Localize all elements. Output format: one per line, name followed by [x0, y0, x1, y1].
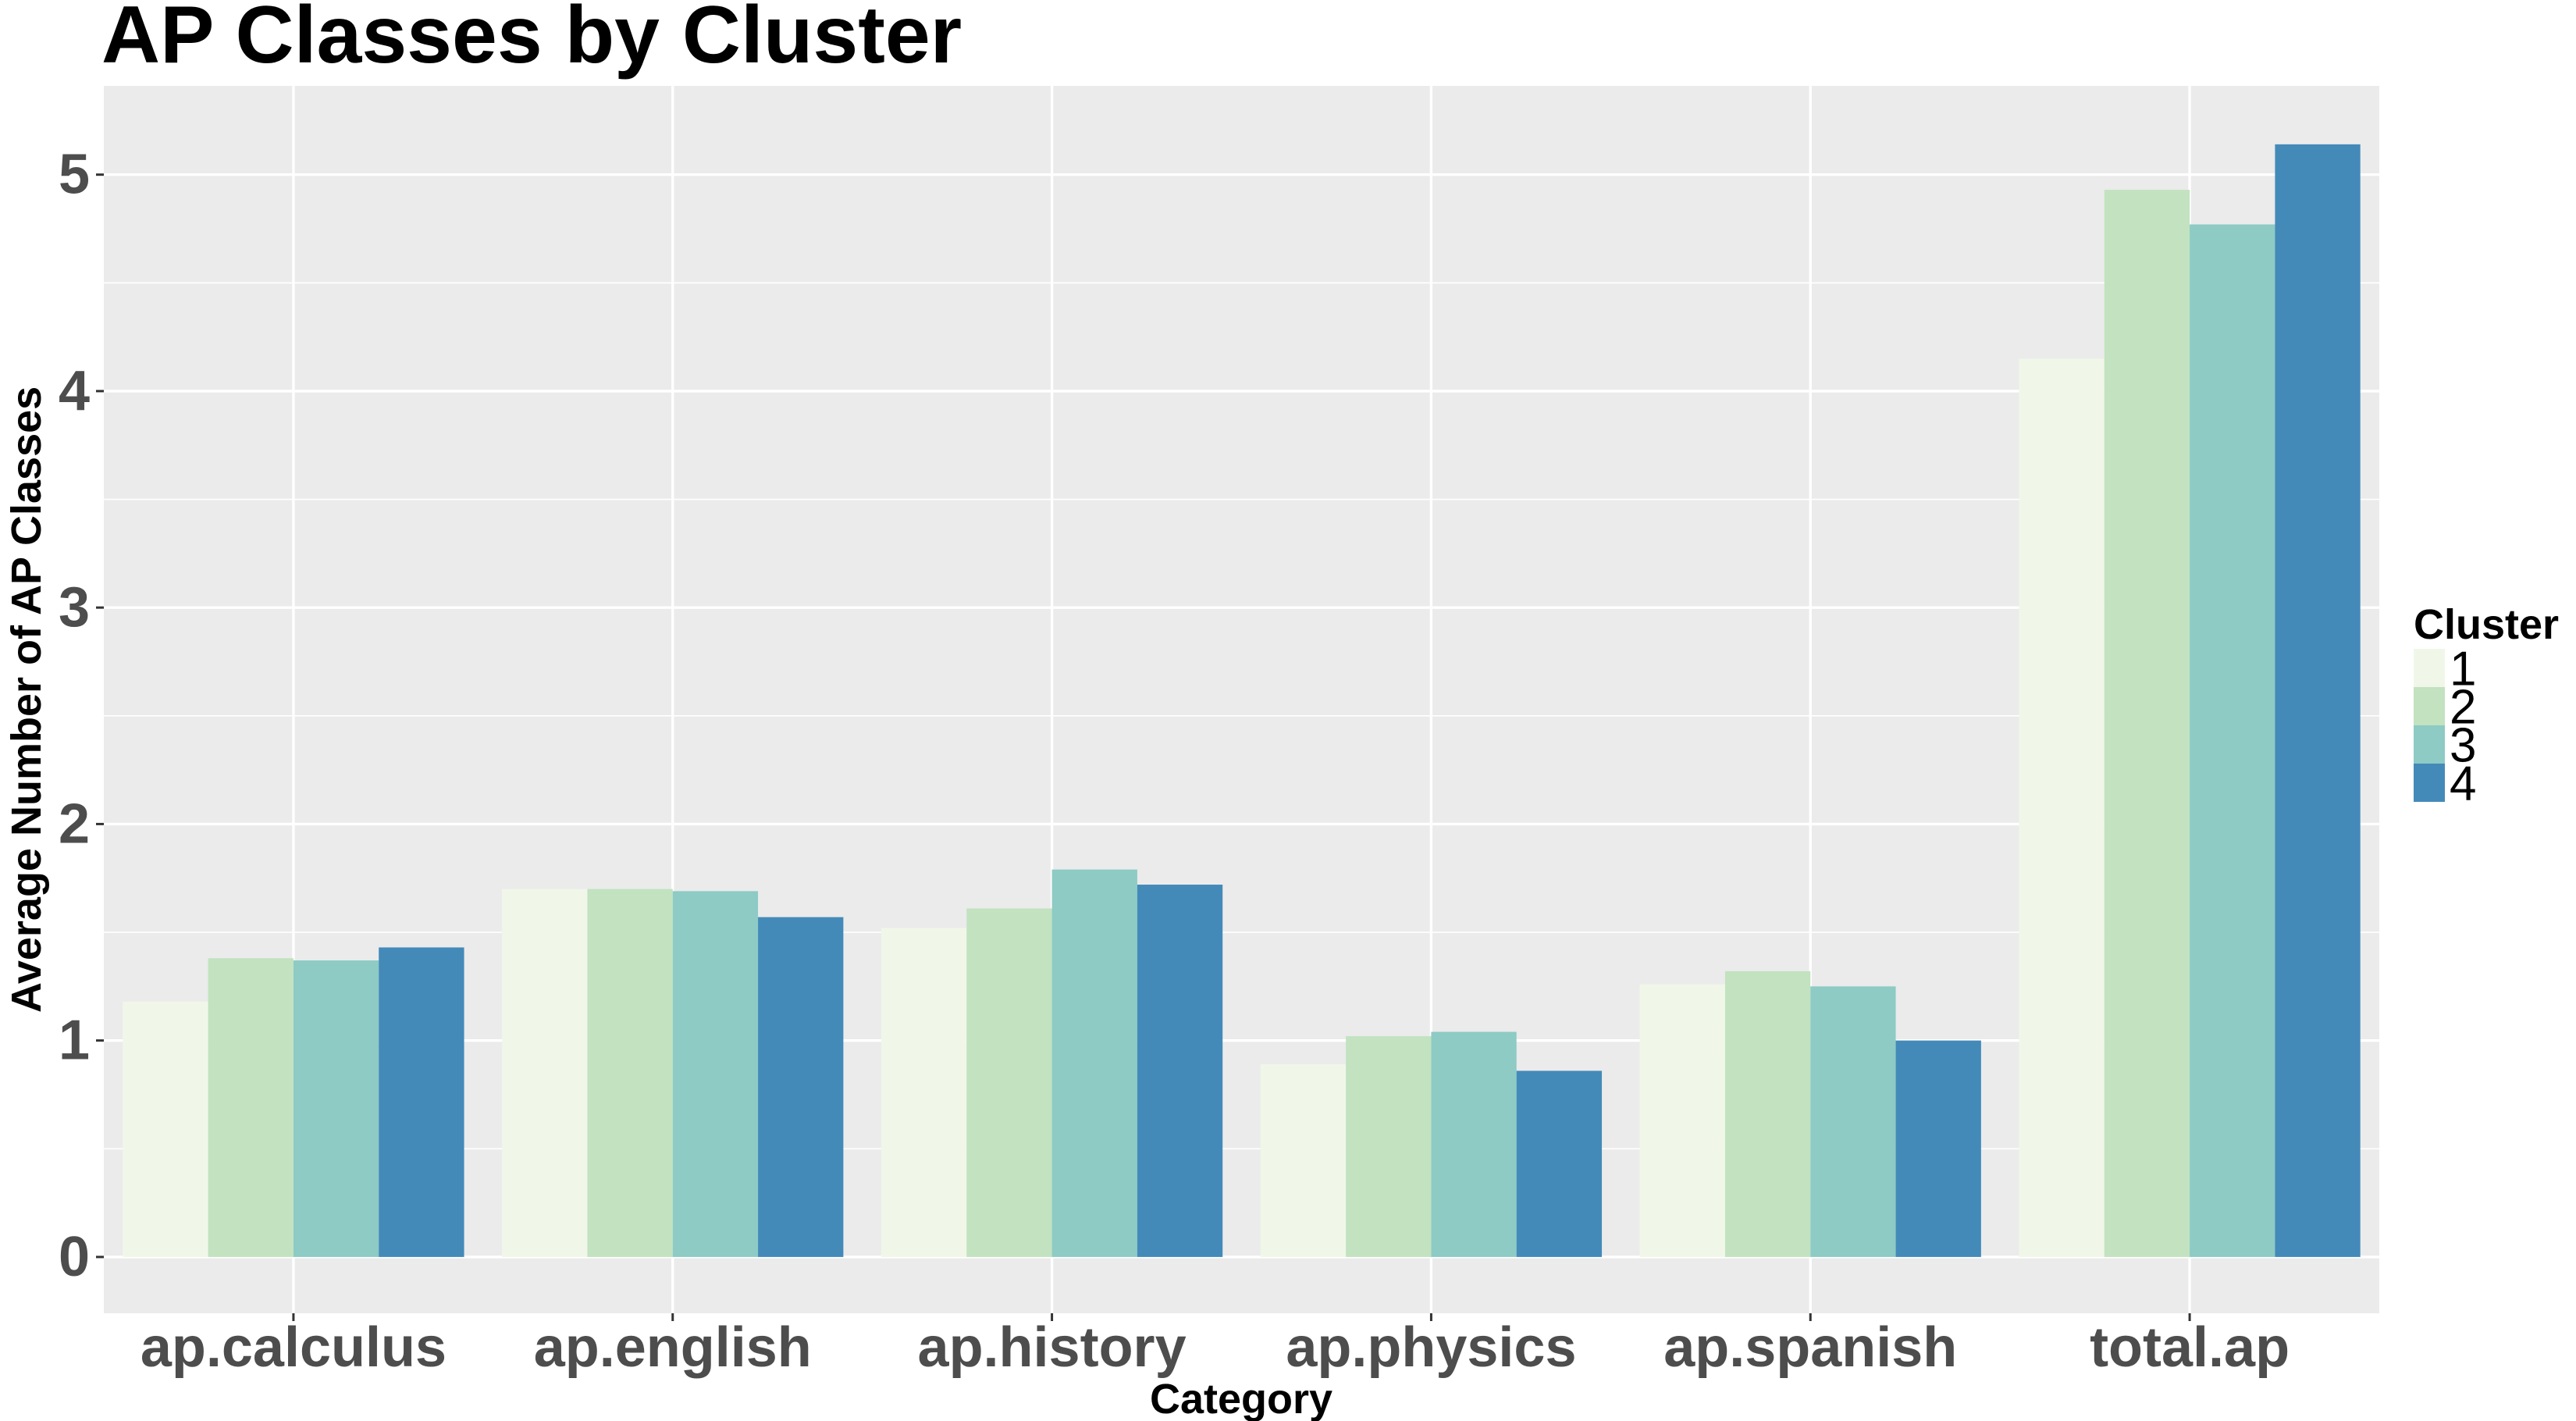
y-axis-title: Average Number of AP Classes [3, 386, 50, 1013]
bar-ap.physics-cluster-1 [1260, 1064, 1347, 1257]
y-tick-label: 5 [59, 144, 90, 206]
bar-ap.english-cluster-4 [758, 917, 844, 1257]
grid-minor [104, 282, 2379, 1150]
x-axis-title: Category [1150, 1376, 1332, 1421]
bar-ap.spanish-cluster-1 [1639, 984, 1725, 1257]
legend-key-4 [2414, 764, 2445, 802]
bars [123, 144, 2361, 1257]
y-axis-ticks: 0 1 2 3 4 5 [59, 144, 104, 1288]
bar-ap.physics-cluster-4 [1516, 1070, 1603, 1257]
x-tick-label: ap.history [918, 1316, 1187, 1379]
bar-total.ap-cluster-4 [2275, 144, 2361, 1257]
legend-label-2: 2 [2450, 681, 2476, 735]
bar-ap.history-cluster-2 [966, 908, 1052, 1257]
bar-ap.english-cluster-2 [587, 889, 673, 1257]
x-tick-label: ap.physics [1286, 1316, 1576, 1379]
bar-ap.spanish-cluster-3 [1810, 986, 1896, 1257]
bar-ap.history-cluster-4 [1137, 885, 1223, 1257]
legend-title: Cluster [2414, 601, 2559, 648]
bar-ap.calculus-cluster-4 [379, 947, 464, 1257]
bar-ap.calculus-cluster-1 [123, 1001, 208, 1257]
legend-label-4: 4 [2450, 757, 2476, 811]
bar-ap.history-cluster-3 [1051, 869, 1137, 1257]
plot-panel [104, 86, 2379, 1313]
bar-ap.calculus-cluster-2 [208, 958, 294, 1257]
x-axis-ticks: ap.calculus ap.english ap.history ap.physic… [141, 1313, 2290, 1379]
x-tick-label: ap.calculus [141, 1316, 447, 1379]
bar-total.ap-cluster-3 [2190, 224, 2275, 1257]
bar-ap.history-cluster-1 [881, 928, 967, 1257]
bar-ap.english-cluster-3 [672, 891, 759, 1257]
chart-title: AP Classes by Cluster [101, 0, 962, 80]
x-tick-label: ap.english [534, 1316, 812, 1379]
legend-key-1 [2414, 649, 2445, 687]
bar-ap.spanish-cluster-4 [1895, 1040, 1981, 1257]
y-tick-label: 1 [59, 1010, 90, 1072]
x-tick-label: ap.spanish [1663, 1316, 1957, 1379]
bar-ap.physics-cluster-3 [1431, 1031, 1517, 1257]
legend-key-2 [2414, 687, 2445, 725]
bar-ap.physics-cluster-2 [1346, 1036, 1432, 1257]
legend-label-3: 3 [2450, 719, 2476, 773]
bar-ap.spanish-cluster-2 [1724, 970, 1811, 1257]
y-tick-label: 4 [59, 360, 90, 422]
y-tick-label: 2 [59, 792, 90, 855]
bar-ap.english-cluster-1 [502, 889, 588, 1257]
bar-total.ap-cluster-2 [2104, 190, 2190, 1257]
bar-ap.calculus-cluster-3 [293, 960, 379, 1257]
x-tick-label: total.ap [2090, 1316, 2290, 1379]
bar-total.ap-cluster-1 [2019, 358, 2105, 1257]
legend-label-1: 1 [2450, 643, 2476, 696]
y-tick-label: 0 [59, 1226, 90, 1288]
y-tick-label: 3 [59, 576, 90, 639]
legend-key-3 [2414, 725, 2445, 764]
